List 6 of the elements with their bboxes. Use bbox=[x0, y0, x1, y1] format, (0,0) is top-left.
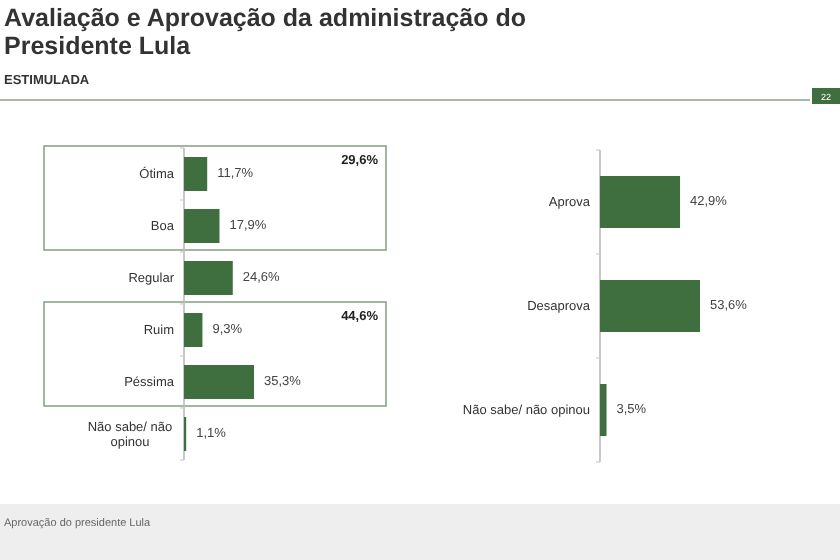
bar bbox=[184, 365, 254, 399]
bar bbox=[184, 261, 233, 295]
bar bbox=[184, 157, 208, 191]
chart-title: Avaliação e Aprovação da administração do Presidente Lula bbox=[4, 4, 527, 60]
bar bbox=[184, 313, 203, 347]
bar bbox=[184, 209, 220, 243]
